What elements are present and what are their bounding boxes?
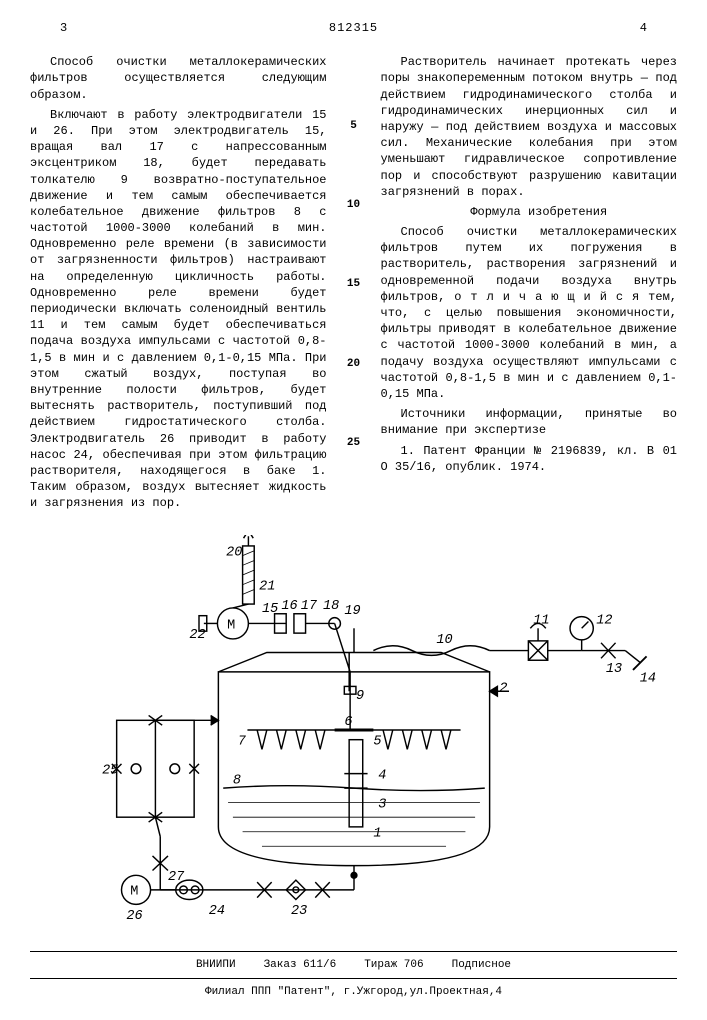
svg-text:15: 15 [261, 602, 277, 617]
footer-sub: Подписное [452, 958, 511, 973]
left-p1: Способ очистки металлокерамических фильт… [30, 54, 327, 103]
svg-text:9: 9 [355, 689, 363, 704]
left-column: Способ очистки металлокерамических фильт… [30, 54, 327, 515]
svg-text:19: 19 [344, 604, 360, 619]
ln-10: 10 [347, 198, 360, 213]
line-numbers: 5 10 15 20 25 [345, 54, 363, 515]
tank-lid [218, 653, 489, 672]
svg-text:18: 18 [323, 599, 339, 614]
schematic-diagram: M [30, 535, 677, 930]
flex-pipe [373, 646, 489, 656]
svg-text:8: 8 [232, 774, 240, 789]
text-columns: Способ очистки металлокерамических фильт… [30, 54, 677, 515]
svg-text:24: 24 [208, 905, 224, 920]
svg-text:7: 7 [237, 735, 246, 750]
footer-org: ВНИИПИ [196, 958, 236, 973]
page-footer: ВНИИПИ Заказ 611/6 Тираж 706 Подписное Ф… [30, 951, 677, 1001]
svg-text:3: 3 [378, 798, 386, 813]
tank-body [218, 672, 489, 866]
sources-title: Источники информации, принятые во вниман… [381, 406, 678, 438]
right-p2: Способ очистки металлокерамических фильт… [381, 224, 678, 402]
left-p2: Включают в работу электродвигатели 15 и … [30, 107, 327, 512]
svg-text:10: 10 [436, 633, 452, 648]
svg-text:13: 13 [605, 662, 621, 677]
svg-text:23: 23 [291, 905, 307, 920]
svg-text:11: 11 [533, 614, 549, 629]
svg-text:17: 17 [300, 599, 317, 614]
svg-text:5: 5 [373, 735, 381, 750]
svg-text:27: 27 [168, 871, 185, 886]
svg-text:6: 6 [344, 716, 352, 731]
svg-text:16: 16 [281, 599, 297, 614]
footer-address: Филиал ППП "Патент", г.Ужгород,ул.Проект… [30, 978, 677, 1000]
ln-5: 5 [350, 119, 357, 134]
right-page-number: 4 [640, 20, 647, 36]
svg-text:20: 20 [226, 546, 242, 561]
page-header: 3 812315 4 [30, 20, 677, 36]
center-tube [349, 740, 363, 827]
svg-text:22: 22 [189, 628, 205, 643]
formula-title: Формула изобретения [381, 204, 678, 220]
right-p3: 1. Патент Франции № 2196839, кл. В 01 О … [381, 443, 678, 475]
svg-text:21: 21 [259, 580, 275, 595]
ln-15: 15 [347, 277, 360, 292]
ln-25: 25 [347, 436, 360, 451]
left-page-number: 3 [60, 20, 67, 36]
svg-text:26: 26 [126, 909, 142, 924]
svg-text:14: 14 [639, 672, 655, 687]
diagram-svg: M [44, 535, 664, 925]
document-number: 812315 [67, 20, 640, 36]
footer-order: Заказ 611/6 [264, 958, 337, 973]
svg-text:12: 12 [596, 614, 612, 629]
svg-text:2: 2 [499, 682, 507, 697]
ln-20: 20 [347, 357, 360, 372]
svg-text:4: 4 [378, 769, 386, 784]
svg-text:1: 1 [373, 827, 381, 842]
right-column: Растворитель начинает протекать через по… [381, 54, 678, 515]
svg-text:25: 25 [102, 764, 118, 779]
right-p1: Растворитель начинает протекать через по… [381, 54, 678, 200]
footer-tirazh: Тираж 706 [364, 958, 423, 973]
svg-text:M: M [227, 619, 235, 634]
svg-text:M: M [130, 885, 138, 900]
